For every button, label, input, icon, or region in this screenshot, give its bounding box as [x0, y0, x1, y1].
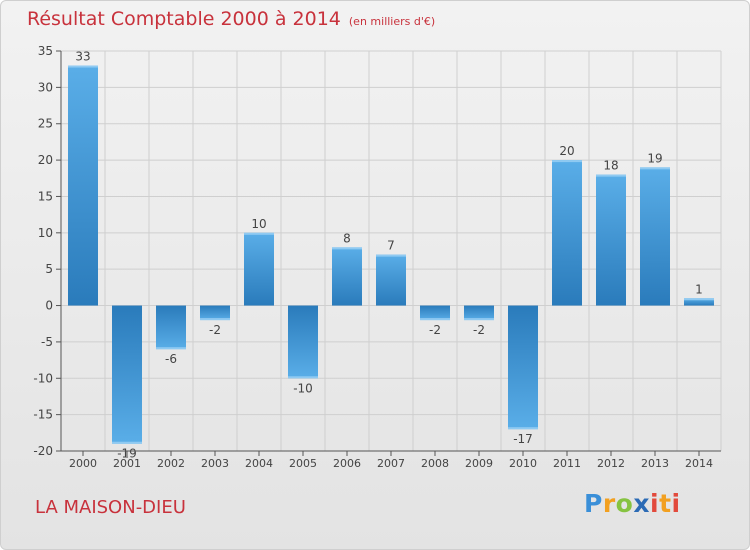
y-tick-label: 15 [38, 189, 53, 203]
bar [684, 298, 714, 306]
bar-value-label: -2 [429, 323, 441, 337]
logo-letter: o [615, 489, 634, 518]
x-tick-label: 2001 [113, 457, 141, 470]
bar [596, 174, 626, 306]
x-tick-label: 2009 [465, 457, 493, 470]
bar-value-label: 20 [559, 144, 574, 158]
logo-letter: i [650, 489, 660, 518]
bar [640, 167, 670, 306]
y-tick-label: -5 [41, 335, 53, 349]
bar-highlight [420, 318, 450, 321]
logo-letter: i [671, 489, 681, 518]
y-tick-label: 20 [38, 153, 53, 167]
x-tick-label: 2011 [553, 457, 581, 470]
y-tick-label: -10 [33, 371, 53, 385]
bar-value-label: -17 [513, 432, 533, 446]
bar [376, 254, 406, 306]
bar-highlight [684, 298, 714, 301]
bar [112, 305, 142, 444]
bar-value-label: 8 [343, 231, 351, 245]
bar-highlight [200, 318, 230, 321]
x-tick-label: 2005 [289, 457, 317, 470]
bar-highlight [640, 167, 670, 170]
y-tick-label: 10 [38, 226, 53, 240]
bar-value-label: 7 [387, 239, 395, 253]
bar-highlight [464, 318, 494, 321]
bar-highlight [376, 254, 406, 257]
bar [552, 160, 582, 306]
bar-highlight [156, 347, 186, 350]
logo-letter: x [633, 489, 650, 518]
bar [288, 305, 318, 379]
y-tick-label: 30 [38, 80, 53, 94]
bar [68, 65, 98, 306]
bar-highlight [552, 160, 582, 163]
bar-highlight [68, 65, 98, 68]
bar [156, 305, 186, 350]
x-tick-label: 2008 [421, 457, 449, 470]
bar-value-label: -6 [165, 352, 177, 366]
bar [332, 247, 362, 306]
x-tick-label: 2006 [333, 457, 361, 470]
x-tick-label: 2002 [157, 457, 185, 470]
logo-letter: P [584, 489, 603, 518]
chart-title: Résultat Comptable 2000 à 2014 (en millie… [27, 8, 435, 30]
x-tick-label: 2004 [245, 457, 273, 470]
bar-highlight [112, 441, 142, 444]
bar [244, 232, 274, 306]
chart-title-text: Résultat Comptable 2000 à 2014 [27, 8, 341, 30]
bar [420, 305, 450, 321]
bar [200, 305, 230, 321]
bar-value-label: 18 [603, 159, 618, 173]
x-tick-label: 2003 [201, 457, 229, 470]
bar-value-label: -10 [293, 381, 313, 395]
x-tick-label: 2012 [597, 457, 625, 470]
x-tick-label: 2010 [509, 457, 537, 470]
bar-highlight [508, 427, 538, 430]
bar-highlight [288, 376, 318, 379]
bar-value-label: 1 [695, 282, 703, 296]
x-tick-label: 2007 [377, 457, 405, 470]
y-tick-label: 25 [38, 117, 53, 131]
bar [508, 305, 538, 430]
bar-value-label: -2 [473, 323, 485, 337]
logo-letter: r [602, 489, 616, 518]
x-tick-label: 2013 [641, 457, 669, 470]
bar-value-label: 10 [251, 217, 266, 231]
y-tick-label: -20 [33, 444, 53, 458]
axis-layer: 35 30 25 20 15 10 5 0 -5 -10 -15 -20 2000 2001 2002 200… [33, 44, 721, 470]
bar-value-label: 33 [75, 50, 90, 64]
town-name: LA MAISON-DIEU [35, 497, 186, 518]
y-tick-label: -15 [33, 408, 53, 422]
bar [464, 305, 494, 321]
bar-highlight [596, 174, 626, 177]
bar-highlight [332, 247, 362, 250]
chart-unit: (en milliers d'€) [348, 15, 436, 28]
bar-layer [68, 65, 714, 444]
proxiti-logo: Proxiti [584, 489, 681, 518]
logo-letter: t [659, 489, 672, 518]
bar-value-label: 19 [647, 151, 662, 165]
x-tick-label: 2000 [69, 457, 97, 470]
y-tick-label: 5 [45, 262, 53, 276]
x-tick-label: 2014 [685, 457, 713, 470]
bar-value-label: -2 [209, 323, 221, 337]
y-tick-label: 0 [45, 299, 53, 313]
y-tick-label: 35 [38, 44, 53, 58]
bar-highlight [244, 232, 274, 235]
